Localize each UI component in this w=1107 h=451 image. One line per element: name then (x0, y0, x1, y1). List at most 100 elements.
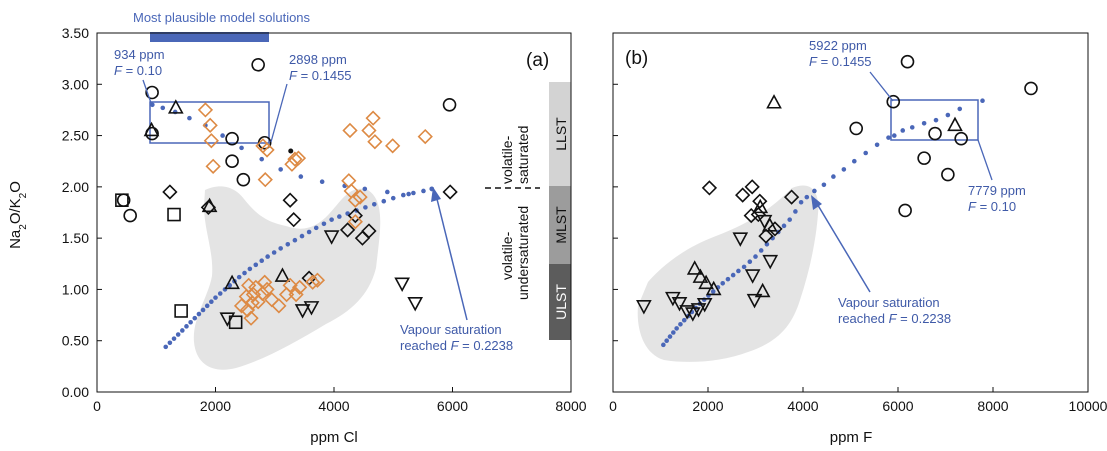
panel-a-orange-diamond-point (365, 110, 381, 126)
panel-a-left-f-value: = 0.10 (122, 63, 162, 78)
panel-a-square-point (167, 207, 181, 222)
panel-a-vapour-f-value: = 0.2238 (459, 338, 514, 353)
panel-a-ytick-label: 1.50 (62, 230, 89, 246)
panel-a-orange-diamond-point (205, 158, 221, 174)
panel-b-model-dot (874, 142, 880, 148)
panel-a-ytick-label: 0.50 (62, 333, 89, 349)
panel-b-xtick-label: 10000 (1069, 398, 1107, 414)
panel-a-xtick-label: 2000 (200, 398, 231, 414)
panel-b-model-dot (710, 289, 716, 294)
panel-a-label: (a) (526, 50, 549, 71)
panel-a-model-dot (187, 115, 192, 121)
panel-b-model-dot (798, 199, 804, 205)
panel-a-square-point (174, 304, 188, 318)
panel-a-model-dot (217, 291, 223, 296)
panel-b-triangle-down-point (732, 232, 749, 247)
panel-a-diamond-point (354, 230, 371, 246)
panel-a-orange-diamond-point (202, 117, 218, 133)
panel-b-diamond-point (744, 179, 760, 195)
panel-b-left-f: F (809, 54, 818, 69)
panel-a-small-dot (288, 148, 294, 154)
panel-b-xtick-label: 0 (609, 398, 617, 414)
panel-a-ytick-label: 1.00 (62, 281, 89, 297)
panel-b-vapour-arrowhead (811, 195, 822, 210)
panel-b-circle-point (917, 151, 931, 165)
panel-a-model-dot (401, 192, 406, 198)
panel-a-model-dot (337, 214, 342, 219)
panel-a-model-dot (321, 221, 327, 227)
panel-a-diamond-point (442, 184, 458, 200)
panel-a-diamond-point (339, 222, 356, 238)
panel-a-orange-diamond-point (347, 214, 363, 230)
panel-a-marks (115, 57, 458, 350)
panel-a-diamond-point (347, 207, 363, 224)
panel-b-right-leader (977, 139, 993, 181)
panel-a-model-dot (175, 332, 181, 337)
panel-b-model-dot (804, 194, 810, 200)
panel-b-vapour-reached: reached (838, 311, 889, 326)
panel-a-circle-point (145, 85, 159, 100)
panel-a-vapour-annotation-2: reached F = 0.2238 (400, 338, 513, 353)
panel-a-triangle-down-point (294, 304, 311, 319)
panel-a-model-dot (239, 145, 244, 151)
band-mlst-label: MLST (553, 206, 569, 244)
panel-a-triangle-down-point (303, 301, 320, 316)
panel-a-orange-diamond-point (287, 151, 303, 167)
panel-b-diamond-point (752, 193, 768, 209)
panel-b-model-dot (736, 268, 741, 274)
panel-b-triangle-down-point (746, 293, 763, 309)
band-ulst-label: ULST (553, 284, 569, 320)
panel-a-xtick-label: 8000 (555, 398, 586, 414)
panel-b-marks (636, 54, 1038, 348)
panel-a-model-dot (204, 303, 210, 309)
panel-a-triangle-down-point (407, 296, 424, 312)
panel-a-model-dot (192, 315, 198, 321)
volatile-saturated-label-2: saturated (515, 126, 531, 184)
panel-b-circle-point (954, 131, 968, 146)
panel-a-right-annotation-2: F = 0.1455 (289, 68, 352, 83)
panel-a-xtick-label: 0 (93, 398, 101, 414)
panel-a-orange-diamond-point (309, 272, 326, 288)
panel-b-triangle-down-point (684, 307, 701, 322)
panel-a-model-dot (299, 233, 305, 239)
panel-b-triangle-down-point (679, 305, 695, 320)
panel-a-model-dot (271, 250, 277, 255)
panel-a-model-bar (150, 32, 269, 42)
panel-b-model-dot (661, 342, 666, 348)
panel-a-model-dot (180, 328, 185, 333)
panel-b-xlabel: ppm F (830, 429, 873, 446)
panel-b-model-dot (674, 326, 679, 331)
panel-a-ytick-label: 0.00 (62, 384, 89, 400)
panel-b-model-dot (667, 334, 673, 339)
panel-a-diamond-point (162, 184, 178, 200)
panel-b-triangle-down-point (744, 269, 761, 284)
panel-b-diamond-point (743, 207, 759, 224)
panel-b-triangle-up-point (754, 282, 771, 298)
panel-a-model-dot (259, 258, 265, 264)
panel-b-triangle-up-point (698, 274, 714, 290)
panel-a-model-dot (171, 336, 177, 341)
panel-a-model-dot (390, 195, 396, 201)
panel-a: Most plausible model solutions LLST MLST… (7, 10, 587, 446)
panel-a-circle-point (442, 98, 457, 112)
panel-a-orange-diamond-point (257, 274, 273, 290)
panel-a-orange-diamond-point (197, 102, 214, 118)
panel-a-orange-diamond-point (292, 279, 308, 296)
panel-a-orange-diamond-point (254, 285, 270, 302)
panel-b-model-dot (841, 167, 847, 172)
panel-a-triangle-down-point (323, 230, 340, 245)
panel-a-left-annotation-2: F = 0.10 (114, 63, 162, 78)
panel-a-diamond-point (282, 192, 298, 208)
panel-a-model-dot (298, 174, 304, 179)
panel-b-model-dot (747, 259, 753, 265)
panel-a-model-dot (381, 198, 387, 204)
panel-b-model-dot (678, 322, 683, 327)
panel-b-diamond-point (701, 180, 718, 196)
panel-b-circle-point (928, 126, 942, 141)
panel-a-diamond-point (200, 199, 217, 216)
panel-a-orange-diamond-point (352, 189, 368, 205)
panel-a-orange-diamond-point (257, 172, 273, 188)
panel-a-circle-point (225, 131, 239, 146)
panel-a-model-dot (319, 179, 325, 185)
